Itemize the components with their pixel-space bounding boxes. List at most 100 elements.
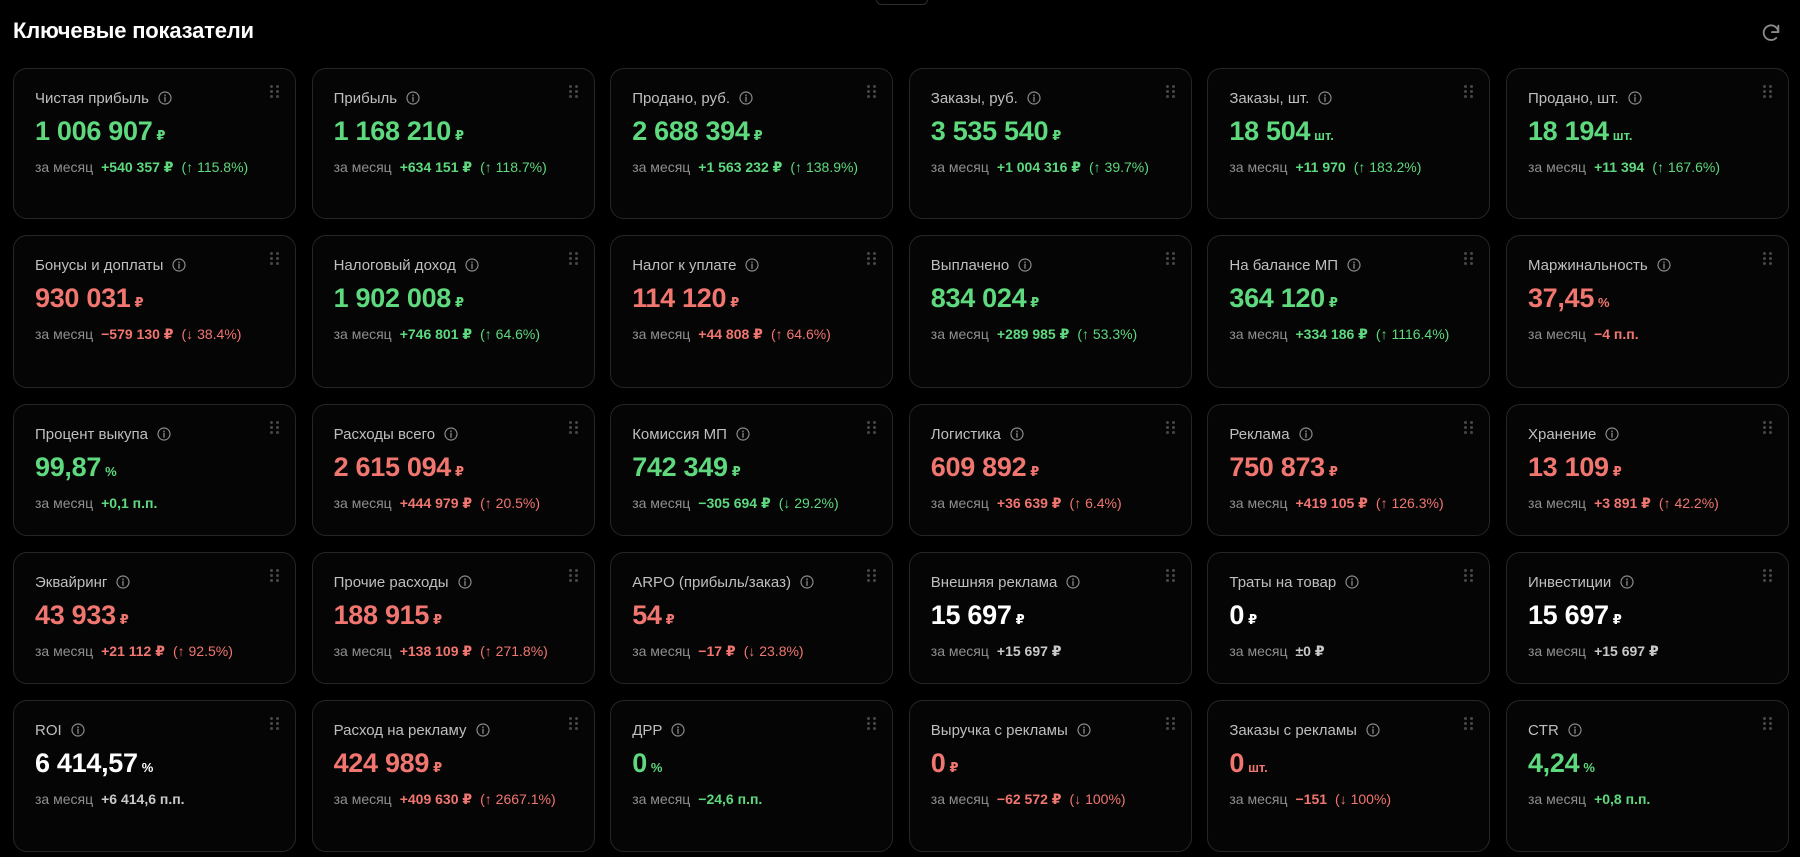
metric-card-orders-pcs[interactable]: Заказы, шт. 18 504 шт. за месяц +11 970 (↑… [1207, 68, 1491, 219]
info-icon[interactable] [739, 91, 753, 105]
info-icon[interactable] [1318, 91, 1332, 105]
drag-handle-icon[interactable] [1165, 421, 1175, 434]
metric-card-mp-balance[interactable]: На балансе МП 364 120 ₽ за месяц +334 186… [1207, 235, 1491, 388]
drag-handle-icon[interactable] [867, 569, 877, 582]
metric-card-expenses-total[interactable]: Расходы всего 2 615 094 ₽ за месяц +444 9… [311, 404, 595, 536]
drag-handle-icon[interactable] [1762, 85, 1772, 98]
drag-handle-icon[interactable] [568, 569, 578, 582]
period-label: за месяц [35, 159, 94, 175]
drag-handle-icon[interactable] [867, 252, 877, 265]
drag-handle-icon[interactable] [270, 252, 279, 265]
info-icon[interactable] [475, 723, 490, 737]
info-icon[interactable] [172, 258, 187, 272]
metric-card-roi[interactable]: ROI 6 414,57 % за месяц +6 414,6 п.п. [13, 700, 296, 852]
drag-handle-icon[interactable] [867, 717, 877, 730]
metric-card-ctr[interactable]: CTR 4,24 % за месяц +0,8 п.п. [1505, 700, 1789, 852]
refresh-button[interactable] [1758, 20, 1784, 46]
drag-handle-icon[interactable] [1464, 85, 1474, 98]
metric-card-margin[interactable]: Маржинальность 37,45 % за месяц −4 п.п. [1505, 235, 1789, 388]
info-icon[interactable] [1657, 258, 1671, 272]
info-icon[interactable] [157, 427, 171, 441]
info-icon[interactable] [457, 575, 472, 589]
metric-card-profit[interactable]: Прибыль 1 168 210 ₽ за месяц +634 151 ₽ (↑… [311, 68, 595, 219]
drag-handle-icon[interactable] [270, 717, 279, 730]
info-icon[interactable] [1620, 575, 1634, 589]
info-icon[interactable] [745, 258, 760, 272]
drag-handle-icon[interactable] [867, 421, 877, 434]
metric-value: 424 989 [333, 748, 430, 778]
metric-card-arpo[interactable]: ARPO (прибыль/заказ) 54 ₽ за месяц −17 ₽ (… [610, 552, 894, 684]
drag-handle-icon[interactable] [1165, 717, 1175, 730]
info-icon[interactable] [1605, 427, 1619, 441]
metric-card-other-expenses[interactable]: Прочие расходы 188 915 ₽ за месяц +138 10… [311, 552, 595, 684]
info-icon[interactable] [1066, 575, 1080, 589]
info-icon[interactable] [1366, 723, 1380, 737]
metric-card-sold-pcs[interactable]: Продано, шт. 18 194 шт. за месяц +11 394 (… [1505, 68, 1789, 219]
drag-handle-icon[interactable] [1165, 252, 1175, 265]
info-icon[interactable] [465, 258, 479, 272]
metric-card-investments[interactable]: Инвестиции 15 697 ₽ за месяц +15 697 ₽ [1505, 552, 1789, 684]
info-icon[interactable] [1347, 258, 1361, 272]
delta-percent: (↑ 2667.1%) [480, 791, 556, 807]
info-icon[interactable] [116, 575, 130, 589]
drag-handle-icon[interactable] [1464, 421, 1474, 434]
drag-handle-icon[interactable] [270, 569, 279, 582]
drag-handle-icon[interactable] [867, 85, 877, 98]
metric-card-net-profit[interactable]: Чистая прибыль 1 006 907 ₽ за месяц +540 … [13, 68, 296, 219]
info-icon[interactable] [1298, 427, 1313, 441]
drag-handle-icon[interactable] [1464, 569, 1474, 582]
metric-card-advertising[interactable]: Реклама 750 873 ₽ за месяц +419 105 ₽ (↑ 1… [1207, 404, 1491, 536]
metric-delta: за месяц +0,8 п.п. [1528, 788, 1768, 810]
info-icon[interactable] [406, 91, 420, 105]
metric-card-buyout-rate[interactable]: Процент выкупа 99,87 % за месяц +0,1 п.п. [13, 404, 296, 536]
drag-handle-icon[interactable] [1165, 85, 1175, 98]
metric-delta: за месяц +334 186 ₽ (↑ 1116.4%) [1229, 323, 1469, 345]
metric-card-ad-spend[interactable]: Расход на рекламу 424 989 ₽ за месяц +409… [311, 700, 595, 852]
metric-card-logistics[interactable]: Логистика 609 892 ₽ за месяц +36 639 ₽ (↑ … [908, 404, 1192, 536]
drag-handle-icon[interactable] [1762, 252, 1772, 265]
drag-handle-icon[interactable] [568, 85, 578, 98]
metric-card-tax-income[interactable]: Налоговый доход 1 902 008 ₽ за месяц +746… [311, 235, 595, 388]
drag-handle-icon[interactable] [1165, 569, 1175, 582]
info-icon[interactable] [1568, 723, 1582, 737]
drag-handle-icon[interactable] [568, 252, 578, 265]
drag-handle-icon[interactable] [1464, 252, 1474, 265]
drag-handle-icon[interactable] [1464, 717, 1474, 730]
info-icon[interactable] [1027, 91, 1041, 105]
info-icon[interactable] [671, 723, 685, 737]
metric-card-paid-out[interactable]: Выплачено 834 024 ₽ за месяц +289 985 ₽ (↑… [908, 235, 1192, 388]
metric-card-mp-commission[interactable]: Комиссия МП 742 349 ₽ за месяц −305 694 ₽… [610, 404, 894, 536]
metric-card-external-ads[interactable]: Внешняя реклама 15 697 ₽ за месяц +15 697… [908, 552, 1192, 684]
info-icon[interactable] [1627, 91, 1642, 105]
drag-handle-icon[interactable] [1762, 717, 1772, 730]
metric-card-tax-payable[interactable]: Налог к уплате 114 120 ₽ за месяц +44 808… [610, 235, 894, 388]
drag-handle-icon[interactable] [568, 717, 578, 730]
drag-handle-icon[interactable] [1762, 421, 1772, 434]
metric-card-goods-spend[interactable]: Траты на товар 0 ₽ за месяц ±0 ₽ [1207, 552, 1491, 684]
metric-card-bonuses[interactable]: Бонусы и доплаты 930 031 ₽ за месяц −579 … [13, 235, 296, 388]
metric-unit: шт. [1612, 128, 1633, 143]
info-icon[interactable] [800, 575, 814, 589]
metric-label: Расходы всего [333, 425, 436, 443]
info-icon[interactable] [1010, 427, 1024, 441]
drag-handle-icon[interactable] [270, 421, 279, 434]
drag-handle-icon[interactable] [568, 421, 578, 434]
metric-card-ad-revenue[interactable]: Выручка с рекламы 0 ₽ за месяц −62 572 ₽ (… [908, 700, 1192, 852]
info-icon[interactable] [71, 723, 85, 737]
info-icon[interactable] [1345, 575, 1359, 589]
metric-delta: за месяц −24,6 п.п. [632, 788, 872, 810]
metric-card-drr[interactable]: ДРР 0 % за месяц −24,6 п.п. [610, 700, 894, 852]
metric-card-orders-rub[interactable]: Заказы, руб. 3 535 540 ₽ за месяц +1 004 … [908, 68, 1192, 219]
metric-card-acquiring[interactable]: Эквайринг 43 933 ₽ за месяц +21 112 ₽ (↑ 9… [13, 552, 296, 684]
metric-card-ad-orders[interactable]: Заказы с рекламы 0 шт. за месяц −151 (↓ 10… [1207, 700, 1491, 852]
info-icon[interactable] [158, 91, 172, 105]
metric-delta: за месяц +289 985 ₽ (↑ 53.3%) [931, 323, 1171, 345]
info-icon[interactable] [1018, 258, 1032, 272]
metric-card-storage[interactable]: Хранение 13 109 ₽ за месяц +3 891 ₽ (↑ 42.… [1505, 404, 1789, 536]
info-icon[interactable] [444, 427, 458, 441]
metric-card-sold-rub[interactable]: Продано, руб. 2 688 394 ₽ за месяц +1 563… [610, 68, 894, 219]
info-icon[interactable] [1077, 723, 1091, 737]
info-icon[interactable] [736, 427, 750, 441]
drag-handle-icon[interactable] [270, 85, 279, 98]
drag-handle-icon[interactable] [1762, 569, 1772, 582]
